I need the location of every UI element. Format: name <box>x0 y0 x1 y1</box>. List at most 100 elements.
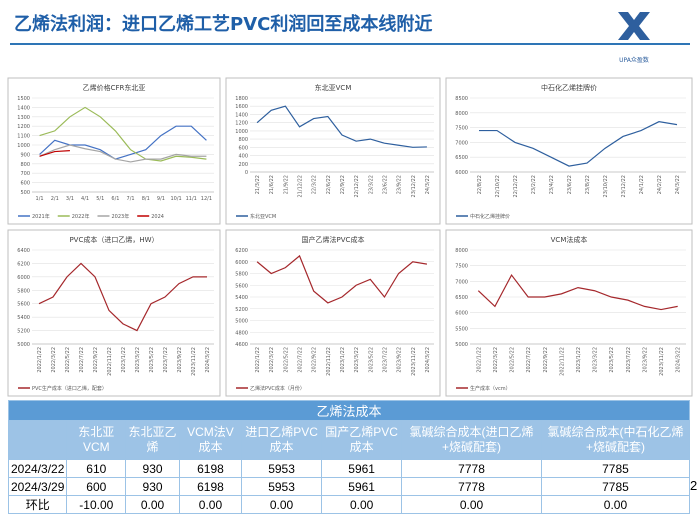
x-tick-label: 2022/5/22 <box>65 347 71 373</box>
x-tick-label: 22/12/22 <box>513 175 519 197</box>
x-tick-label: 21/12/22 <box>298 175 304 197</box>
x-tick-label: 2023/5/22 <box>149 347 155 373</box>
y-tick-label: 6500 <box>455 295 468 301</box>
y-tick-label: 700 <box>20 171 30 177</box>
y-tick-label: 8000 <box>455 111 468 117</box>
x-tick-label: 22/6/22 <box>326 175 332 194</box>
y-tick-label: 1000 <box>235 129 248 135</box>
x-tick-label: 2022/1/22 <box>37 347 43 373</box>
y-tick-label: 5800 <box>235 272 248 278</box>
x-tick-label: 2/1 <box>51 196 59 202</box>
y-tick-label: 0 <box>245 170 248 176</box>
y-tick-label: 8000 <box>455 248 468 254</box>
x-tick-label: 12/1 <box>201 196 212 202</box>
x-tick-label: 2022/3/22 <box>493 347 499 373</box>
cost-table: 乙烯法成本 东北亚VCM 东北亚乙烯 VCM法V成本 进口乙烯PVC成本 国产乙烯PVC… <box>7 400 691 514</box>
table-title: 乙烯法成本 <box>8 400 690 421</box>
table-cell: VCM法V成本 <box>178 420 243 460</box>
y-tick-label: 1200 <box>17 124 30 130</box>
x-tick-label: 22/3/22 <box>312 175 318 194</box>
series-line <box>477 273 678 311</box>
y-tick-label: 1400 <box>235 112 248 118</box>
x-tick-label: 23/3/22 <box>368 175 374 194</box>
table-cell: 环比 <box>7 495 68 514</box>
table-cell: 6198 <box>178 477 243 496</box>
chart-title: 国产乙烯法PVC成本 <box>302 235 365 244</box>
table-cell: -10.00 <box>66 495 127 514</box>
table-cell: 氯碱综合成本(中石化乙烯+烧碱配套) <box>540 420 691 460</box>
x-tick-label: 22/9/22 <box>340 175 346 194</box>
x-tick-label: 5/1 <box>96 196 104 202</box>
table-cell: 2024/3/22 <box>7 459 68 478</box>
chart-title: 中石化乙烯挂牌价 <box>541 83 597 92</box>
legend-label: 2024 <box>151 214 164 220</box>
x-tick-label: 2022/11/22 <box>559 347 565 376</box>
charts-canvas: 乙烯法利润：进口乙烯工艺PVC利润回至成本线附近 UPA众盈数 乙烯价格CFR东… <box>7 12 693 397</box>
chart-frame <box>445 77 693 225</box>
x-tick-label: 2022/1/22 <box>255 347 261 373</box>
table-row: 环比 -10.00 0.00 0.00 0.00 0.00 0.00 0.00 <box>7 495 691 514</box>
chart-frame <box>225 229 441 397</box>
x-tick-label: 23/4/22 <box>549 175 555 194</box>
y-tick-label: 7000 <box>455 279 468 285</box>
x-tick-label: 11/1 <box>186 196 197 202</box>
y-tick-label: 500 <box>20 190 30 196</box>
y-tick-label: 1400 <box>17 105 30 111</box>
table-cell: 东北亚VCM <box>66 420 127 460</box>
x-tick-label: 2022/7/22 <box>526 347 532 373</box>
x-tick-label: 23/10/22 <box>603 175 609 197</box>
table-cell: 930 <box>125 459 180 478</box>
x-tick-label: 2022/9/22 <box>312 347 318 373</box>
x-tick-label: 2023/11/22 <box>191 347 197 376</box>
x-tick-label: 2023/5/22 <box>609 347 615 373</box>
x-tick-label: 2023/11/22 <box>411 347 417 376</box>
y-tick-label: 1500 <box>17 96 30 102</box>
x-tick-label: 24/2/22 <box>657 175 663 194</box>
y-tick-label: 6500 <box>455 155 468 161</box>
y-tick-label: 200 <box>238 162 248 168</box>
y-tick-label: 1800 <box>235 96 248 102</box>
y-tick-label: 600 <box>238 145 248 151</box>
table-cell: 5953 <box>240 459 323 478</box>
y-tick-label: 6000 <box>17 275 30 281</box>
y-tick-label: 6200 <box>17 261 30 267</box>
x-tick-label: 2023/11/22 <box>659 347 665 376</box>
y-tick-label: 900 <box>20 152 30 158</box>
table-cell: 7778 <box>401 459 542 478</box>
table-row: 2024/3/22 610 930 6198 5953 5961 7778 7785 <box>7 459 691 478</box>
x-tick-label: 3/1 <box>66 196 74 202</box>
y-tick-label: 7500 <box>455 264 468 270</box>
x-tick-label: 2022/9/22 <box>543 347 549 373</box>
x-tick-label: 2023/1/22 <box>340 347 346 373</box>
x-tick-label: 24/1/22 <box>639 175 645 194</box>
x-tick-label: 23/8/22 <box>585 175 591 194</box>
x-tick-label: 1/1 <box>36 196 44 202</box>
table-cell: 5961 <box>321 459 403 478</box>
table-cell: 进口乙烯PVC成本 <box>240 420 323 460</box>
table-cell: 氯碱综合成本(进口乙烯+烧碱配套) <box>401 420 542 460</box>
x-tick-label: 2022/3/22 <box>269 347 275 373</box>
chart-frame <box>7 229 221 397</box>
y-tick-label: 800 <box>20 162 30 168</box>
table-cell: 0.00 <box>178 495 243 514</box>
x-tick-label: 23/6/22 <box>382 175 388 194</box>
y-tick-label: 6200 <box>235 248 248 254</box>
x-tick-label: 6/1 <box>111 196 119 202</box>
table-cell: 7785 <box>540 477 691 496</box>
y-tick-label: 6400 <box>17 248 30 254</box>
y-tick-label: 400 <box>238 154 248 160</box>
x-tick-label: 2023/7/22 <box>382 347 388 373</box>
table-cell: 7778 <box>401 477 542 496</box>
chart-frame <box>225 77 441 225</box>
y-tick-label: 5000 <box>235 319 248 325</box>
x-tick-label: 2023/1/22 <box>121 347 127 373</box>
legend-label: 2023年 <box>111 213 129 220</box>
x-tick-label: 2022/5/22 <box>283 347 289 373</box>
y-tick-label: 5400 <box>17 315 30 321</box>
x-tick-label: 2022/5/22 <box>510 347 516 373</box>
legend-label: 东北亚VCM <box>250 213 276 220</box>
x-tick-label: 2022/7/22 <box>79 347 85 373</box>
x-tick-label: 2022/11/22 <box>326 347 332 376</box>
x-tick-label: 8/1 <box>142 196 150 202</box>
